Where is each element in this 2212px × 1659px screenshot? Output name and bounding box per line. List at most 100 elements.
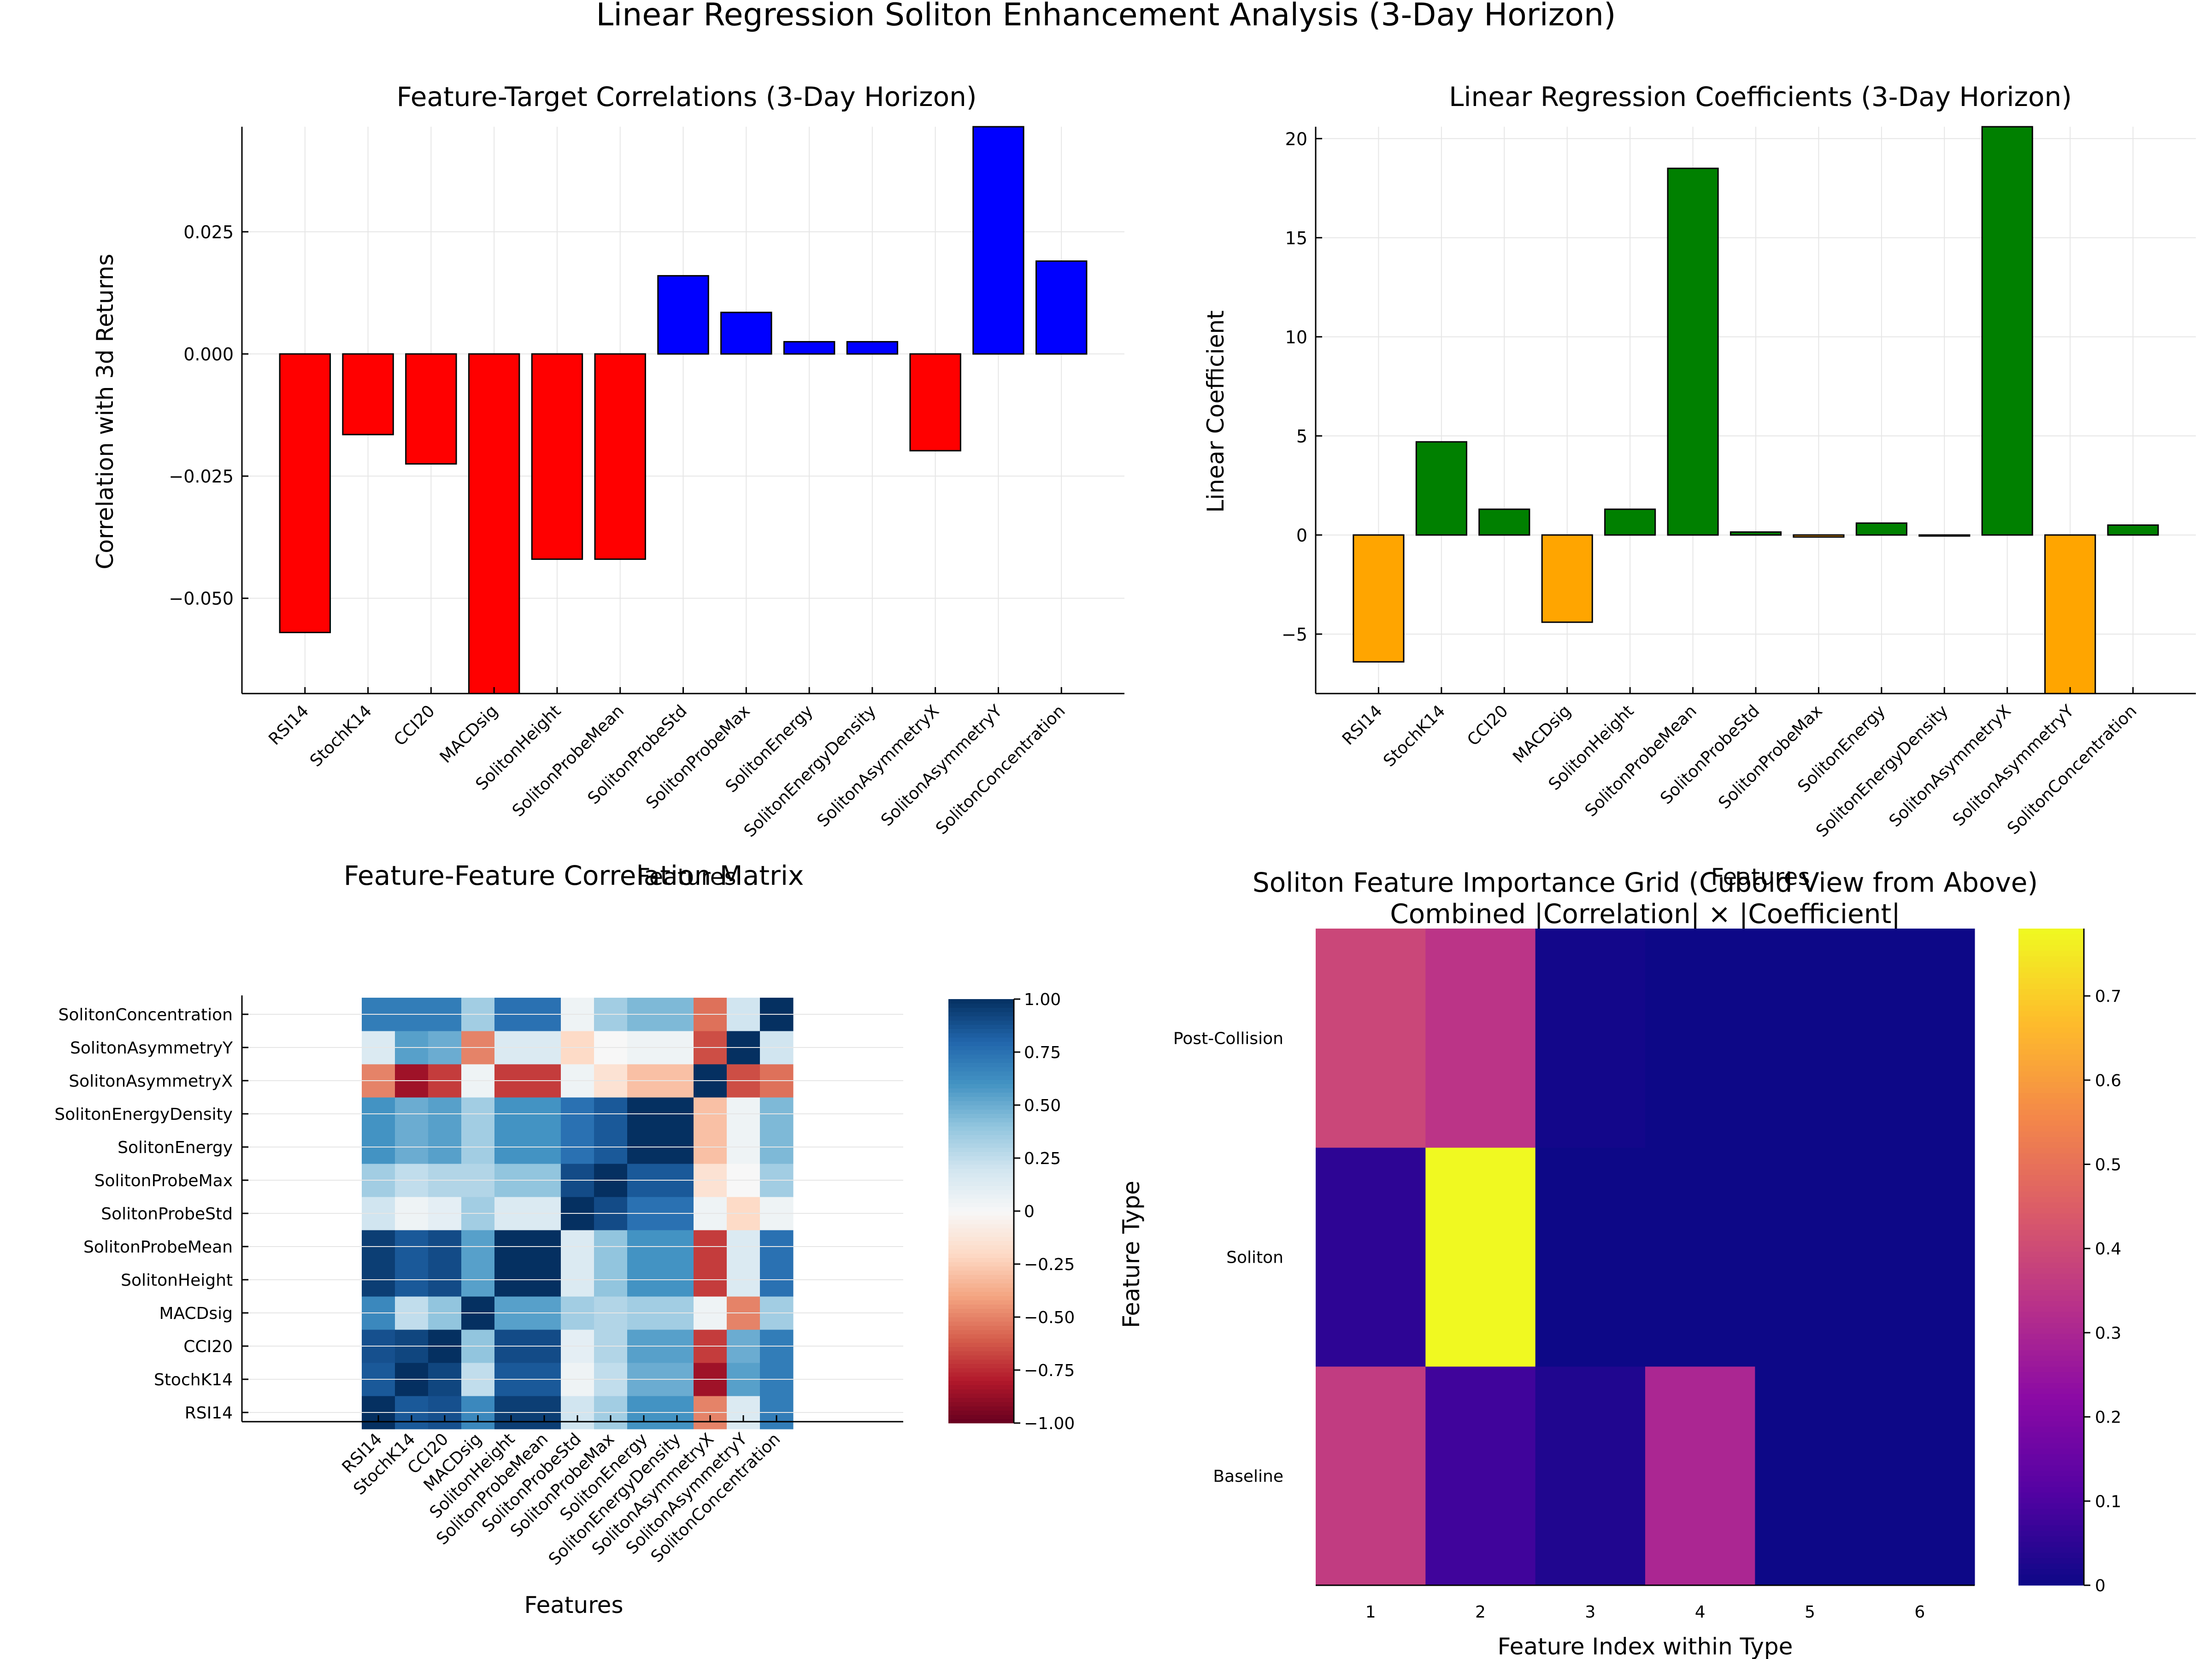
- importance-colorbar-step: [2018, 1432, 2084, 1438]
- importance-colorbar-step: [2018, 1366, 2084, 1372]
- matrix-colorbar-step: [948, 1190, 1014, 1194]
- correlation-chart-yticks: −0.050 −0.025 0.000 0.025: [169, 222, 248, 609]
- importance-colorbar-step: [2018, 1371, 2084, 1378]
- importance-colorbar-step: [2018, 988, 2084, 995]
- matrix-colorbar-step: [948, 1202, 1014, 1207]
- coef-ytick-label: 5: [1296, 426, 1307, 447]
- importance-cell-Baseline-2: [1425, 1366, 1536, 1586]
- corr-bar-MACDsig: [468, 353, 520, 694]
- corr-bar-SolitonHeight: [531, 353, 583, 560]
- matrix-colorbar-label: 0.75: [1024, 1043, 1061, 1062]
- matrix-colorbar-step: [948, 1130, 1014, 1135]
- matrix-colorbar-step: [948, 1113, 1014, 1118]
- corr-bar-SolitonEnergy: [783, 341, 835, 355]
- matrix-colorbar-step: [948, 1402, 1014, 1406]
- corr-ytick-label: −0.050: [169, 588, 234, 609]
- matrix-colorbar-step: [948, 1334, 1014, 1339]
- importance-colorbar-step: [2018, 1218, 2084, 1224]
- importance-colorbar-step: [2018, 1355, 2084, 1361]
- importance-colorbar-step: [2018, 1131, 2084, 1137]
- importance-colorbar-step: [2018, 1142, 2084, 1148]
- matrix-colorbar-step: [948, 1351, 1014, 1356]
- matrix-colorbar-step: [948, 1228, 1014, 1233]
- matrix-colorbar-step: [948, 1258, 1014, 1262]
- importance-colorbar-step: [2018, 1410, 2084, 1416]
- importance-colorbar-step: [2018, 1016, 2084, 1022]
- coef-xtick-label: SolitonConcentration: [2004, 701, 2141, 838]
- matrix-colorbar-step: [948, 1283, 1014, 1288]
- matrix-colorbar-step: [948, 1160, 1014, 1165]
- corr-xtick-label: SolitonProbeMax: [642, 701, 753, 812]
- importance-row-label: Soliton: [1226, 1248, 1283, 1267]
- coef-xtick-label: MACDsig: [1509, 701, 1575, 767]
- correlation-matrix-axes: [241, 995, 903, 1423]
- importance-colorbar-step: [2018, 1492, 2084, 1498]
- importance-cell-Post-Collision-4: [1645, 929, 1755, 1148]
- matrix-colorbar-step: [948, 1084, 1014, 1088]
- corr-ytick-label: 0.000: [183, 344, 234, 365]
- matrix-colorbar-step: [948, 1139, 1014, 1144]
- matrix-colorbar-step: [948, 1241, 1014, 1246]
- matrix-colorbar-step: [948, 1033, 1014, 1038]
- matrix-colorbar-step: [948, 1067, 1014, 1071]
- importance-cell-Soliton-6: [1865, 1147, 1975, 1367]
- matrix-colorbar-label: 0: [1024, 1202, 1035, 1221]
- importance-colorbar-step: [2018, 1569, 2084, 1575]
- importance-colorbar-step: [2018, 1508, 2084, 1515]
- coefficient-bar-chart: Linear Regression Coefficients (3-Day Ho…: [1202, 81, 2196, 890]
- matrix-colorbar-step: [948, 1206, 1014, 1212]
- importance-colorbar-step: [2018, 1459, 2084, 1465]
- importance-cell-Baseline-1: [1316, 1366, 1426, 1586]
- matrix-row-label: RSI14: [185, 1404, 233, 1423]
- coef-xtick-label: SolitonAsymmetryY: [1949, 701, 2078, 830]
- importance-colorbar-step: [2018, 1235, 2084, 1241]
- importance-colorbar-label: 0.5: [2095, 1156, 2121, 1175]
- coef-xtick-label: RSI14: [1339, 701, 1386, 749]
- importance-colorbar-step: [2018, 1257, 2084, 1263]
- importance-colorbar-step: [2018, 1328, 2084, 1334]
- matrix-colorbar-step: [948, 1109, 1014, 1114]
- corr-bar-SolitonAsymmetryY: [972, 126, 1024, 355]
- coefficient-chart-ylabel: Linear Coefficient: [1202, 310, 1229, 512]
- importance-cell-Baseline-4: [1645, 1366, 1755, 1586]
- importance-colorbar-step: [2018, 1547, 2084, 1553]
- importance-colorbar-step: [2018, 1300, 2084, 1306]
- importance-colorbar-step: [2018, 1191, 2084, 1197]
- matrix-colorbar-step: [948, 1211, 1014, 1216]
- coef-ytick-label: −5: [1282, 624, 1307, 645]
- importance-colorbar-step: [2018, 1306, 2084, 1312]
- matrix-colorbar-step: [948, 1364, 1014, 1368]
- coef-bar-SolitonHeight: [1604, 508, 1656, 536]
- matrix-colorbar-step: [948, 1312, 1014, 1318]
- importance-colorbar-step: [2018, 1011, 2084, 1017]
- matrix-colorbar-step: [948, 1397, 1014, 1402]
- importance-colorbar-step: [2018, 934, 2084, 940]
- matrix-colorbar-step: [948, 1338, 1014, 1343]
- matrix-row-label: CCI20: [183, 1337, 233, 1356]
- importance-colorbar-step: [2018, 994, 2084, 1000]
- matrix-colorbar-label: −1.00: [1024, 1414, 1075, 1433]
- matrix-colorbar-label: −0.75: [1024, 1361, 1075, 1380]
- correlation-chart-bars: [279, 126, 1088, 694]
- importance-column-label: 3: [1585, 1603, 1595, 1622]
- matrix-colorbar-step: [948, 1342, 1014, 1347]
- importance-colorbar-step: [2018, 1147, 2084, 1153]
- feature-correlation-heatmap: Feature-Feature Correlation Matrix Featu…: [54, 860, 1075, 1618]
- matrix-colorbar-step: [948, 1308, 1014, 1313]
- importance-colorbar-step: [2018, 1312, 2084, 1318]
- importance-colorbar-step: [2018, 1519, 2084, 1525]
- matrix-row-label: StochK14: [154, 1371, 233, 1389]
- importance-grid-row-labels: Baseline Soliton Post-Collision: [1173, 1030, 1283, 1486]
- importance-colorbar-step: [2018, 1158, 2084, 1165]
- corr-xtick-label: SolitonAsymmetryY: [877, 701, 1006, 830]
- matrix-colorbar-step: [948, 1296, 1014, 1300]
- importance-colorbar-step: [2018, 1399, 2084, 1405]
- importance-colorbar-step: [2018, 1196, 2084, 1203]
- matrix-colorbar-step: [948, 1410, 1014, 1415]
- importance-colorbar-step: [2018, 1541, 2084, 1547]
- importance-colorbar-step: [2018, 1323, 2084, 1329]
- coef-ytick-label: 10: [1285, 327, 1307, 347]
- matrix-row-label: SolitonAsymmetryX: [69, 1072, 233, 1091]
- importance-colorbar-step: [2018, 1054, 2084, 1060]
- importance-colorbar-step: [2018, 1125, 2084, 1131]
